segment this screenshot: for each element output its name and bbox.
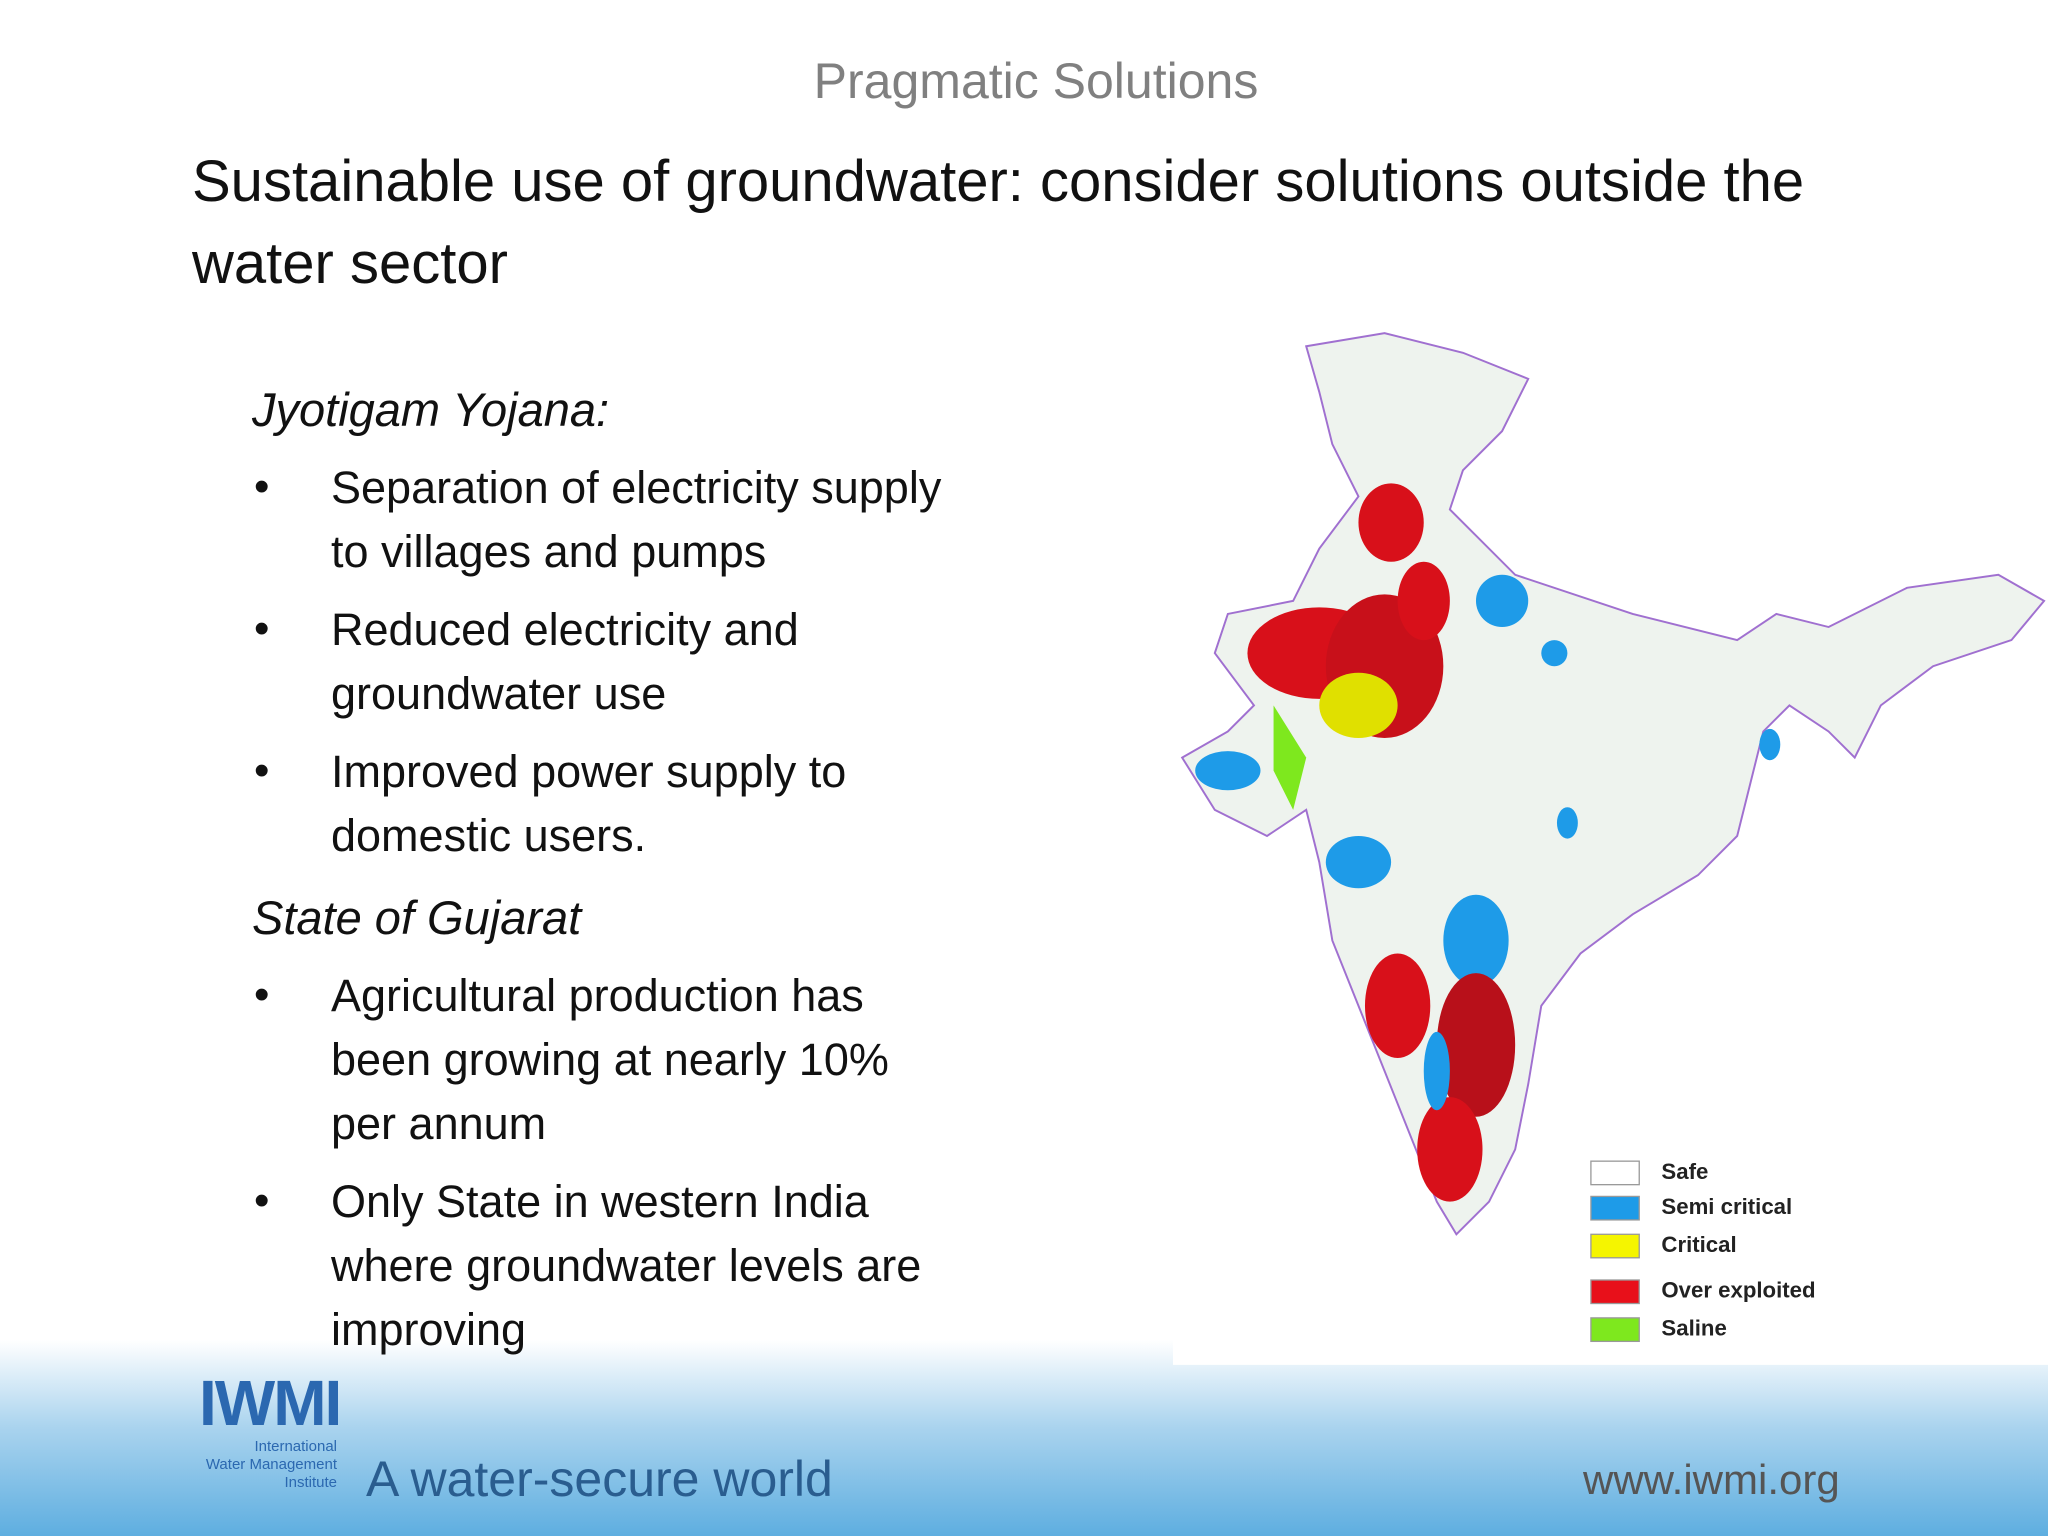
bullet-marker: • [254, 1176, 270, 1225]
section-heading: Jyotigam Yojana: [252, 383, 610, 436]
legend-label: Semi critical [1661, 1194, 1792, 1219]
website: www.iwmi.org [1583, 1456, 1840, 1503]
groundwater-map: Safe Semi critical Critical Over exploited S… [1173, 320, 2048, 1365]
bullet-text: to villages and pumps [331, 526, 767, 577]
slide-title: water sector [192, 231, 508, 296]
legend-swatch [1590, 1279, 1640, 1305]
bullet-marker: • [254, 462, 270, 511]
bullet-text: been growing at nearly 10% [331, 1034, 889, 1085]
bullet-text: where groundwater levels are [331, 1240, 922, 1291]
legend-swatch [1590, 1317, 1640, 1343]
bullet-text: Improved power supply to [331, 746, 847, 797]
bullet-text: Agricultural production has [331, 970, 864, 1021]
bullet-text: Separation of electricity supply [331, 462, 942, 513]
legend-label: Saline [1661, 1315, 1726, 1340]
bullet-text: improving [331, 1304, 527, 1355]
bullet-marker: • [254, 746, 270, 795]
legend-label: Over exploited [1661, 1278, 1815, 1303]
legend-label: Critical [1661, 1232, 1736, 1257]
section-heading: State of Gujarat [252, 891, 582, 944]
slide-title: Sustainable use of groundwater: consider… [192, 149, 1805, 214]
legend-swatch [1590, 1160, 1640, 1186]
logo: IWMI [199, 1367, 342, 1439]
slide-kicker: Pragmatic Solutions [813, 53, 1259, 109]
logo-subtitle-line: Water Management [205, 1456, 337, 1473]
logo-subtitle-line: Institute [284, 1474, 337, 1491]
bullet-marker: • [254, 970, 270, 1019]
bullet-text: Reduced electricity and [331, 604, 799, 655]
footer-band [0, 1340, 2048, 1536]
bullet-text: domestic users. [331, 810, 647, 861]
legend-swatch [1590, 1233, 1640, 1259]
tagline: A water-secure world [366, 1451, 833, 1507]
map-regions [1195, 483, 1781, 1202]
bullet-text: Only State in western India [331, 1176, 869, 1227]
bullet-text: groundwater use [331, 668, 667, 719]
bullet-marker: • [254, 604, 270, 653]
bullet-text: per annum [331, 1098, 547, 1149]
logo-subtitle-line: International [254, 1438, 337, 1455]
map-legend: Safe Semi critical Critical Over exploited S… [1590, 1159, 1816, 1343]
legend-label: Safe [1661, 1159, 1708, 1184]
legend-swatch [1590, 1195, 1640, 1221]
